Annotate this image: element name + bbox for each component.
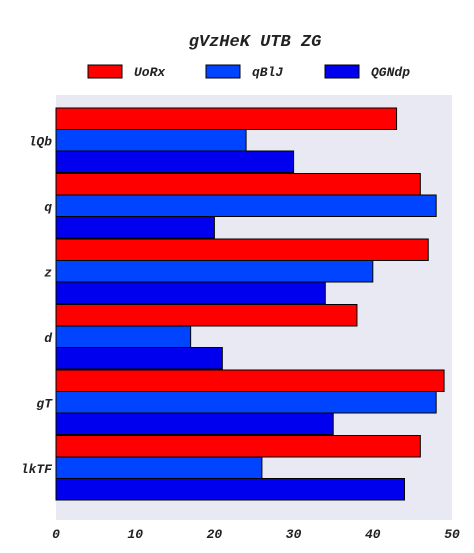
- y-axis: lQb q z d gT lkTF: [21, 134, 53, 477]
- bar-UoRx-d: [55, 304, 358, 327]
- bar-QGNdp-q: [55, 216, 215, 239]
- x-tick-label: 40: [365, 527, 381, 542]
- x-tick-label: 30: [286, 527, 302, 542]
- bar-QGNdp-lkTF: [55, 478, 405, 501]
- bar-QGNdp-gT: [55, 412, 334, 435]
- bar-QGNdp-lQb: [55, 150, 295, 173]
- bar-UoRx-lQb: [55, 107, 398, 130]
- x-tick-label: 50: [444, 527, 460, 542]
- x-tick-label: 10: [127, 527, 143, 542]
- x-axis: 0 10 20 30 40 50: [52, 527, 460, 542]
- legend-label-qBlJ: qBlJ: [252, 65, 283, 80]
- bar-qBlJ-lkTF: [55, 456, 263, 479]
- bar-qBlJ-gT: [55, 391, 437, 414]
- bar-UoRx-lkTF: [55, 435, 421, 458]
- x-tick-label: 0: [52, 527, 60, 542]
- y-tick-label: z: [44, 265, 52, 280]
- legend-swatch-qBlJ: [205, 64, 241, 79]
- bar-qBlJ-q: [55, 194, 437, 217]
- y-tick-label: d: [44, 331, 53, 346]
- bar-QGNdp-d: [55, 347, 223, 370]
- bar-UoRx-z: [55, 238, 429, 261]
- bar-UoRx-q: [55, 173, 421, 196]
- bar-QGNdp-z: [55, 281, 326, 304]
- bar-qBlJ-z: [55, 260, 374, 283]
- bars-layer: [55, 107, 445, 501]
- y-tick-label: q: [44, 200, 52, 215]
- legend-label-QGNdp: QGNdp: [371, 65, 410, 80]
- bar-qBlJ-lQb: [55, 129, 247, 152]
- y-tick-label: lkTF: [21, 462, 53, 477]
- x-tick-label: 20: [207, 527, 223, 542]
- legend: UoRx qBlJ QGNdp: [87, 64, 410, 80]
- chart-title: gVzHeK UTB ZG: [189, 33, 322, 52]
- legend-swatch-UoRx: [87, 64, 123, 79]
- legend-swatch-QGNdp: [324, 64, 360, 79]
- y-tick-label: gT: [36, 396, 53, 411]
- y-tick-label: lQb: [29, 134, 53, 149]
- bar-qBlJ-d: [55, 325, 192, 348]
- legend-label-UoRx: UoRx: [134, 65, 166, 80]
- bar-UoRx-gT: [55, 369, 445, 392]
